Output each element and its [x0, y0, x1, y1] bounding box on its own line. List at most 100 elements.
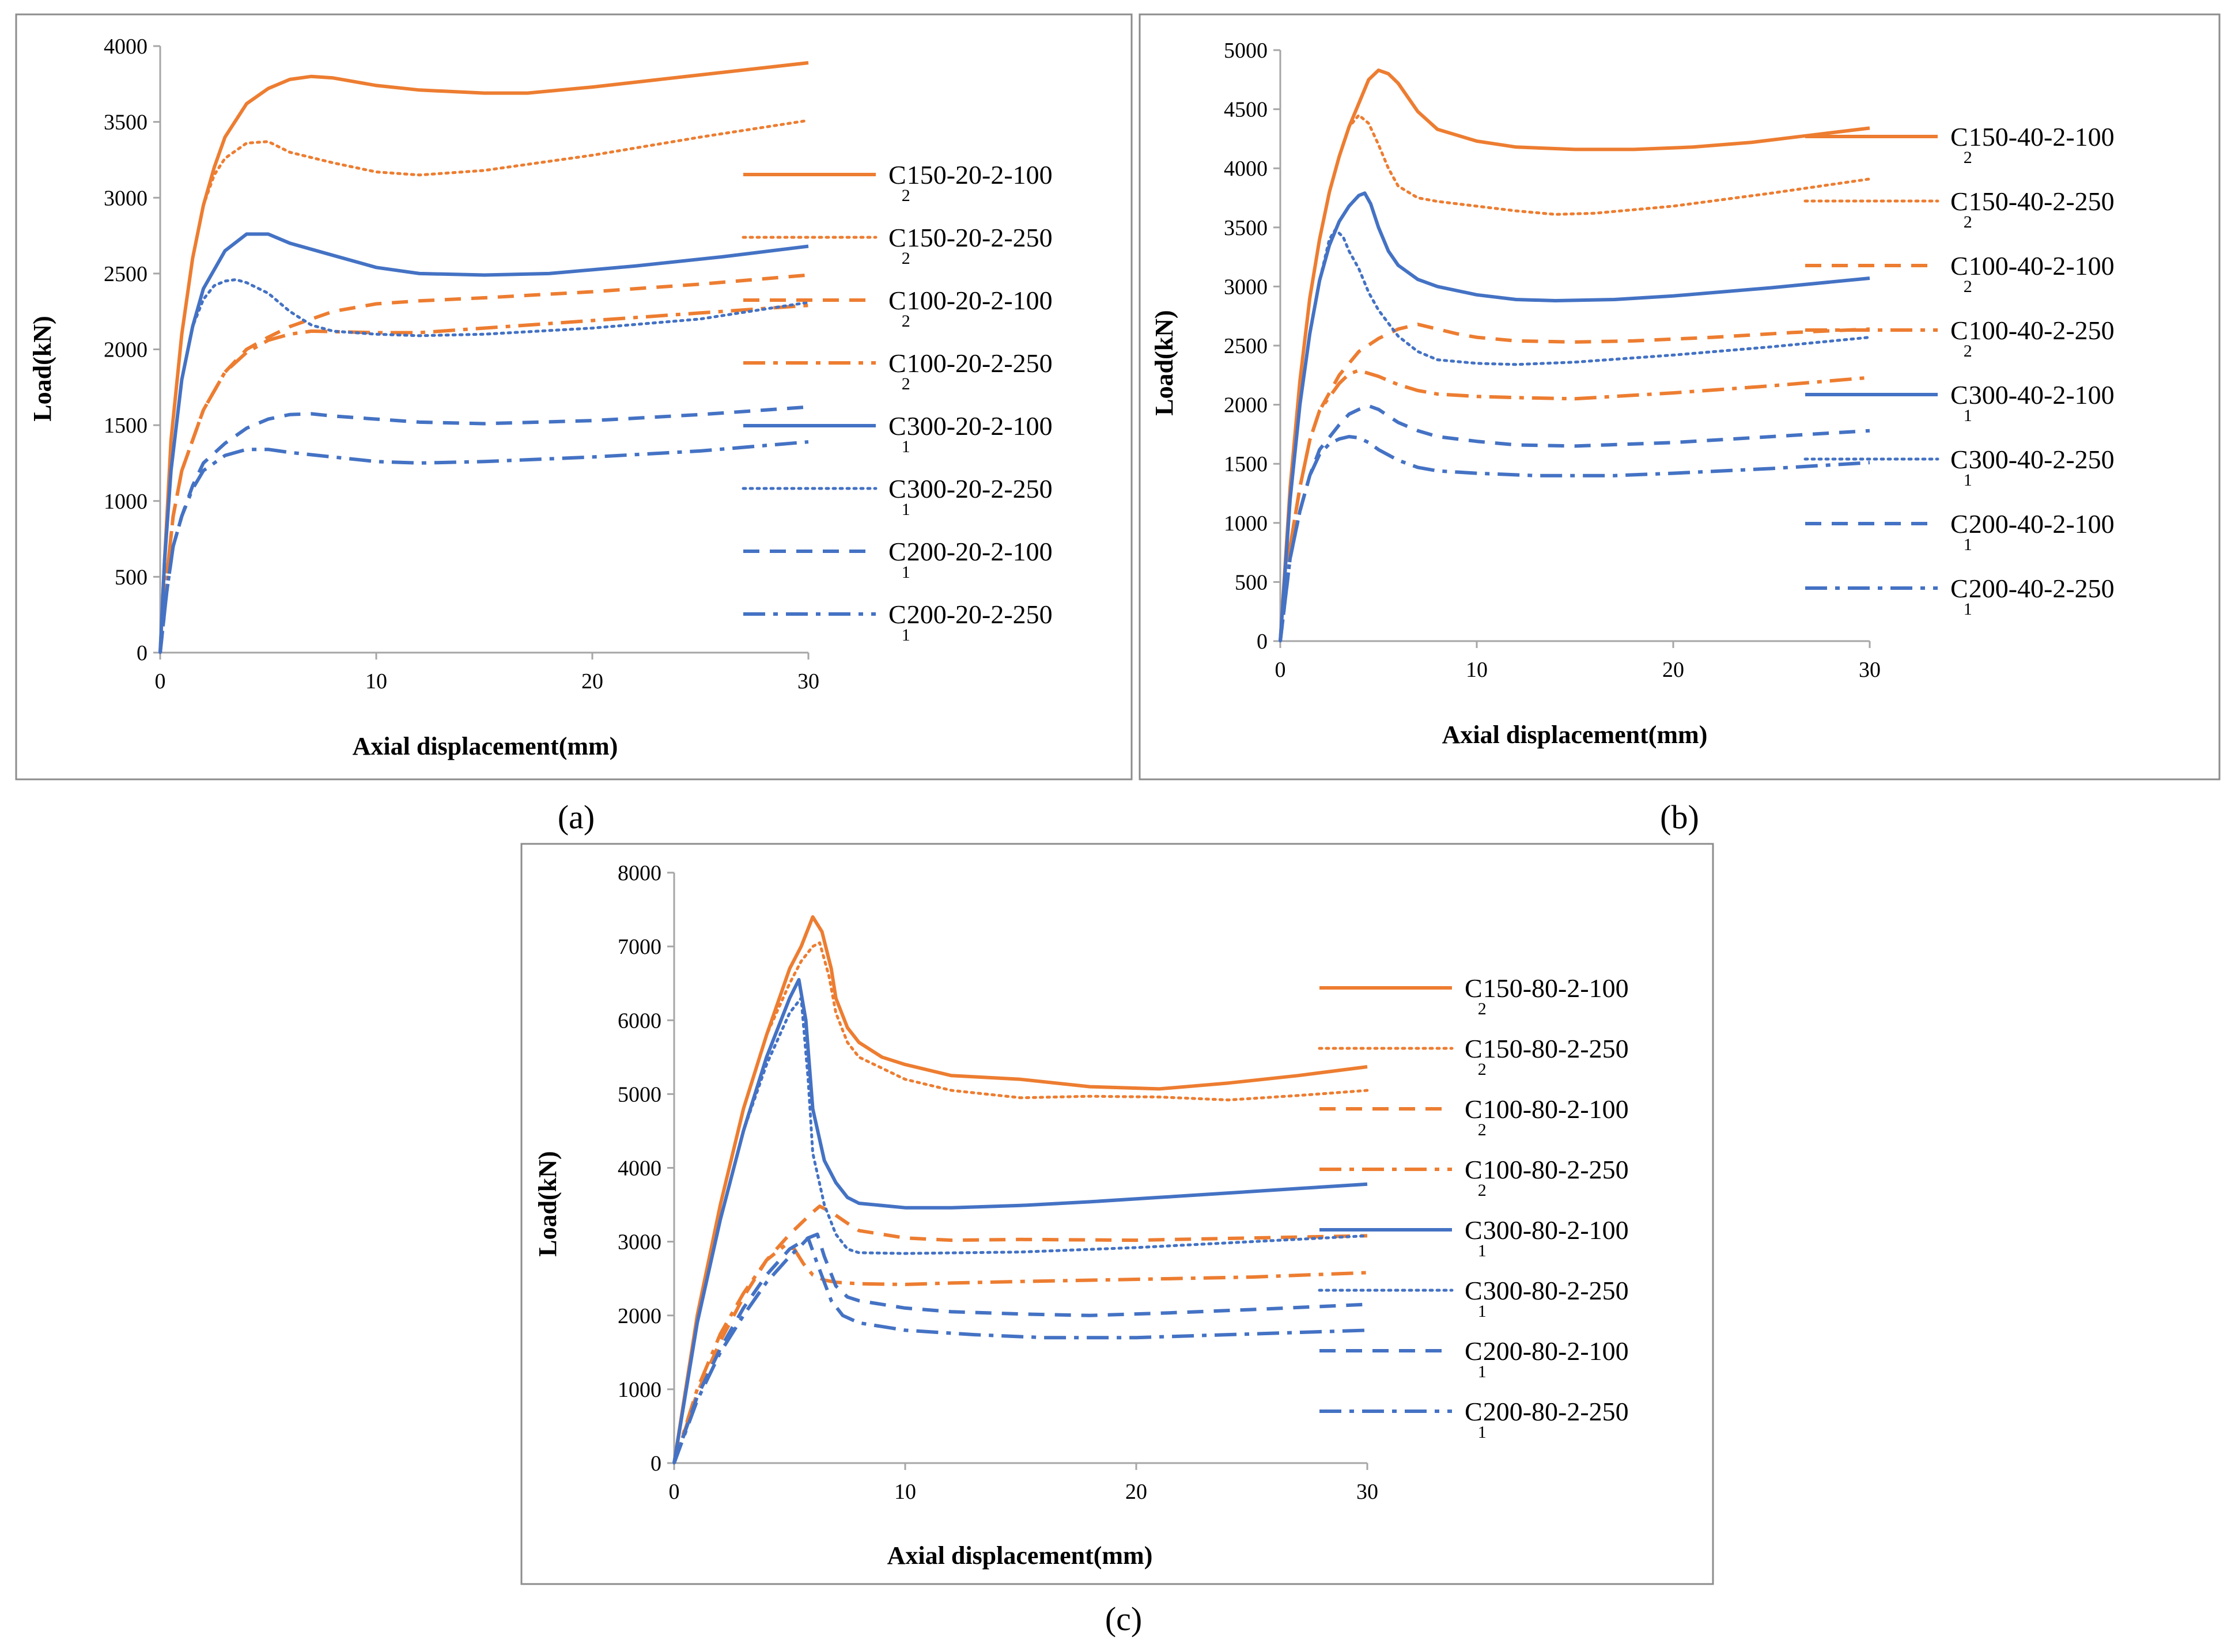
panel-a-series-200-20-2-250: [158, 440, 809, 653]
panel-c-legend-label: C 1300-80-2-100: [1465, 1215, 1629, 1260]
panel-a-y-tick-label: 1000: [104, 490, 148, 514]
panel-c-y-tick-label: 2000: [618, 1304, 661, 1328]
panel-c-legend-label: C 2100-80-2-250: [1465, 1155, 1629, 1200]
panel-b-y-tick-label: 2500: [1224, 334, 1268, 358]
panel-a-legend-label: C 1300-20-2-100: [888, 411, 1053, 456]
panel-c-legend-label: C 2150-80-2-100: [1465, 973, 1629, 1018]
panel-a-y-tick-label: 1500: [104, 414, 148, 438]
chart-panel-c: Axial displacement(mm) Load(kN) 01000200…: [520, 843, 1714, 1638]
panel-b-y-tick-label: 1500: [1224, 452, 1268, 476]
panel-a-series-100-20-2-250: [158, 304, 809, 653]
panel-a-y-tick-label: 2000: [104, 338, 148, 362]
panel-c-y-tick-label: 7000: [618, 935, 661, 959]
panel-a-legend-label: C 1200-20-2-250: [888, 600, 1053, 645]
panel-c-x-tick-label: 30: [1356, 1480, 1378, 1504]
panel-c-x-tick-label: 20: [1125, 1480, 1147, 1504]
panel-a-y-tick-label: 3000: [104, 186, 148, 210]
panel-b-y-tick-label: 5000: [1224, 39, 1268, 63]
panel-b-y-axis-title: Load(kN): [1150, 310, 1178, 415]
panel-a-x-tick-label: 0: [155, 669, 166, 694]
chart-panel-a: Axial displacement(mm) Load(kN) 05001000…: [15, 13, 1133, 836]
panel-c-axes: 0 1000 2000 3000 4000 5000 6000 7000 8000 0 10 20 30: [618, 861, 1378, 1504]
panel-b-legend: C 2150-40-2-100 C 2150-40-2-250 C 2100-40-2-1…: [1803, 122, 2115, 619]
panel-a-legend-label: C 1200-20-2-100: [888, 537, 1053, 582]
panel-c-legend-label: C 2100-80-2-100: [1465, 1094, 1629, 1139]
panel-b-caption: (b): [1660, 798, 1699, 836]
panel-c-series: [672, 915, 1369, 1465]
panel-c-y-tick-label: 3000: [618, 1230, 661, 1255]
panel-a-series-150-20-2-250: [158, 119, 810, 654]
panel-c-series-300-80-2-250: [672, 996, 1369, 1465]
panel-c-series-200-80-2-100: [672, 1232, 1368, 1464]
panel-c-series-100-80-2-100: [672, 1204, 1368, 1464]
panel-b-x-tick-label: 10: [1466, 658, 1488, 682]
panel-b-legend-label: C 1200-40-2-100: [1950, 509, 2115, 554]
panel-c-y-tick-label: 5000: [618, 1082, 661, 1107]
panel-b-y-tick-label: 3500: [1224, 216, 1268, 240]
panel-c-series-100-80-2-250: [672, 1244, 1368, 1464]
panel-c-x-tick-label: 0: [669, 1480, 680, 1504]
panel-b-y-tick-label: 0: [1257, 630, 1268, 654]
panel-b-legend-label: C 1200-40-2-250: [1950, 574, 2115, 619]
panel-c-x-axis-title: Axial displacement(mm): [887, 1541, 1153, 1570]
panel-a-legend-label: C 2150-20-2-100: [888, 160, 1053, 205]
panel-b-series-300-40-2-250: [1279, 228, 1871, 643]
panel-a-legend-label: C 2150-20-2-250: [888, 223, 1053, 268]
panel-a-y-tick-label: 0: [137, 641, 148, 665]
panel-c-frame: [520, 843, 1714, 1585]
panel-c-y-tick-label: 1000: [618, 1378, 661, 1402]
panel-c-series-200-80-2-250: [672, 1236, 1368, 1464]
panel-b-x-tick-label: 0: [1275, 658, 1286, 682]
panel-a-x-axis-title: Axial displacement(mm): [353, 732, 618, 760]
panel-b-series-150-40-2-100: [1279, 68, 1870, 642]
panel-a-x-tick-label: 30: [797, 669, 819, 694]
panel-b-legend-label: C 2100-40-2-250: [1950, 316, 2115, 361]
panel-b-series-150-40-2-250: [1279, 113, 1871, 643]
panel-a-legend-label: C 1300-20-2-250: [888, 474, 1053, 519]
panel-b-y-tick-label: 4500: [1224, 98, 1268, 122]
panel-b-y-tick-label: 500: [1235, 570, 1268, 594]
panel-c-y-tick-label: 6000: [618, 1009, 661, 1033]
panel-c-y-tick-label: 8000: [618, 861, 661, 885]
panel-a-series: [158, 61, 810, 654]
panel-c-legend-label: C 2150-80-2-250: [1465, 1034, 1629, 1079]
panel-b-frame: [1139, 13, 2221, 780]
panel-b-y-tick-label: 4000: [1224, 157, 1268, 181]
panel-c-x-tick-label: 10: [894, 1480, 916, 1504]
panel-a-y-tick-label: 3500: [104, 111, 148, 135]
panel-b-x-tick-label: 30: [1859, 658, 1881, 682]
panel-a-legend: C 2150-20-2-100 C 2150-20-2-250 C 2100-20-2-1…: [742, 160, 1053, 645]
panel-b-series-200-40-2-100: [1279, 404, 1870, 642]
panel-b-legend-label: C 1300-40-2-250: [1950, 445, 2115, 490]
panel-c-caption: (c): [1105, 1600, 1142, 1638]
panel-a-x-tick-label: 10: [365, 669, 387, 694]
panel-b-y-tick-label: 3000: [1224, 275, 1268, 299]
panel-b-legend-label: C 2150-40-2-250: [1950, 187, 2115, 232]
chart-panel-b: Axial displacement(mm) Load(kN) 05001000…: [1139, 13, 2221, 836]
panel-b-x-axis-title: Axial displacement(mm): [1442, 721, 1708, 749]
panel-a-axes: 0 500 1000 1500 2000 2500 3000 3500 4000 0 10 20 30: [104, 35, 819, 694]
panel-a-y-tick-label: 500: [115, 565, 148, 589]
panel-b-legend-label: C 1300-40-2-100: [1950, 380, 2115, 425]
panel-c-y-tick-label: 0: [651, 1452, 661, 1476]
panel-c-series-150-80-2-250: [672, 941, 1369, 1465]
panel-a-x-tick-label: 20: [581, 669, 603, 694]
panel-b-series: [1279, 68, 1871, 643]
panel-c-legend-label: C 1200-80-2-250: [1465, 1397, 1629, 1442]
panel-c-legend: C 2150-80-2-100 C 2150-80-2-250 C 2100-80-2-1…: [1318, 973, 1629, 1442]
panel-b-series-100-40-2-100: [1279, 323, 1870, 642]
panel-a-frame: [15, 13, 1133, 780]
panel-b-y-tick-label: 2000: [1224, 393, 1268, 418]
panel-a-y-tick-label: 2500: [104, 262, 148, 286]
panel-c-legend-label: C 1200-80-2-100: [1465, 1336, 1629, 1381]
panel-b-axes: 0 500 1000 1500 2000 2500 3000 3500 4000 4500 5000…: [1224, 39, 1881, 682]
panel-a-legend-label: C 2100-20-2-100: [888, 286, 1053, 331]
panel-c-legend-label: C 1300-80-2-250: [1465, 1276, 1629, 1321]
panel-b-series-100-40-2-250: [1279, 369, 1870, 642]
panel-c-y-tick-label: 4000: [618, 1157, 661, 1181]
panel-a-series-300-20-2-250: [158, 278, 810, 654]
panel-a-y-tick-label: 4000: [104, 35, 148, 59]
panel-c-y-axis-title: Load(kN): [534, 1151, 562, 1256]
panel-b-y-tick-label: 1000: [1224, 511, 1268, 536]
